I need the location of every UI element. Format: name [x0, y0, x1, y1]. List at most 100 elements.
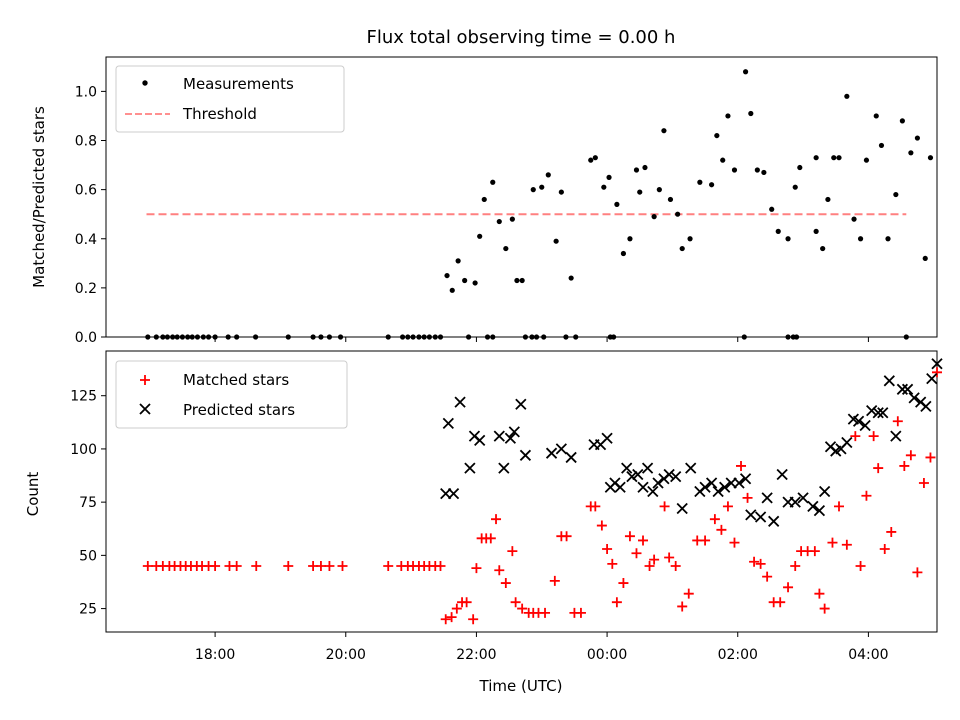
measurement-point	[437, 334, 444, 340]
predicted-star-point	[866, 404, 878, 417]
matched-star-point	[809, 546, 820, 557]
measurement-point	[153, 334, 159, 340]
matched-star-point	[485, 533, 496, 544]
x-tick-label: 20:00	[326, 647, 366, 663]
measurement-point	[145, 334, 151, 340]
x-tick-label: 18:00	[195, 647, 235, 663]
measurement-point	[416, 334, 422, 340]
measurement-point	[490, 334, 496, 340]
measurement-point	[185, 334, 191, 340]
measurement-point	[714, 132, 720, 139]
predicted-star-point	[699, 481, 711, 493]
x-tick-label: 04:00	[848, 647, 888, 663]
measurement-point	[687, 236, 693, 242]
matched-star-point	[918, 477, 929, 488]
measurement-point	[545, 172, 551, 178]
matched-star-point	[755, 558, 766, 569]
measurement-point	[661, 128, 667, 134]
measurement-point	[709, 182, 715, 188]
legend-measurements: Measurements	[183, 75, 294, 93]
top-marks	[145, 69, 934, 340]
measurement-point	[675, 211, 681, 217]
matched-star-point	[142, 561, 153, 572]
predicted-star-point	[647, 485, 659, 498]
bottom-y-axis-label: Count	[24, 472, 42, 517]
matched-star-point	[451, 603, 462, 614]
predicted-star-point	[545, 447, 558, 459]
measurement-point	[481, 196, 487, 203]
x-tick-label: 22:00	[456, 647, 496, 663]
predicted-star-point	[493, 430, 505, 442]
bottom-plot-frame	[105, 350, 938, 633]
matched-star-point	[618, 578, 629, 589]
predicted-star-point	[877, 407, 889, 419]
measurement-point	[563, 334, 569, 340]
measurement-point	[792, 184, 798, 190]
measurement-point	[164, 334, 171, 340]
measurement-point	[385, 334, 391, 340]
measurement-point	[205, 334, 212, 340]
matched-star-point	[700, 535, 711, 546]
predicted-star-point	[637, 481, 649, 493]
measurement-point	[620, 250, 627, 257]
matched-star-point	[638, 535, 649, 546]
measurement-point	[857, 236, 864, 242]
measurement-point	[160, 334, 166, 340]
measurement-point	[885, 236, 891, 242]
measurement-point	[754, 167, 760, 173]
predicted-star-point	[818, 485, 831, 498]
measurement-point	[573, 334, 579, 340]
matched-star-point	[611, 597, 622, 608]
measurement-point	[793, 334, 800, 340]
top-legend: Measurements Threshold	[115, 65, 345, 133]
measurement-point	[519, 277, 525, 284]
matched-star-point	[814, 588, 825, 599]
measurement-point	[651, 214, 657, 220]
matched-star-point	[873, 463, 884, 474]
predicted-star-point	[519, 449, 532, 461]
measurement-point	[553, 238, 559, 244]
bottom-y-axis: 25 50 75 100 125	[70, 389, 106, 618]
predicted-star-point	[676, 502, 688, 515]
measurement-point	[496, 218, 502, 225]
measurement-point	[410, 334, 416, 340]
measurement-point	[592, 155, 598, 161]
measurement-point	[568, 275, 574, 281]
measurement-point	[558, 189, 564, 195]
matched-star-point	[892, 416, 903, 427]
measurement-point	[421, 334, 427, 340]
legend-threshold: Threshold	[182, 105, 257, 123]
x-axis-label: Time (UTC)	[479, 677, 563, 695]
predicted-star-point	[739, 473, 752, 485]
predicted-star-point	[920, 400, 932, 412]
measurement-point	[844, 93, 850, 99]
matched-star-point	[649, 554, 660, 565]
matched-star-point	[383, 561, 394, 572]
predicted-star-point	[614, 481, 626, 493]
bottom-panel: 25 50 75 100 125 18:00 20:00 22:00 00:00 02:00 04…	[24, 350, 943, 695]
matched-star-point	[251, 561, 262, 572]
measurement-point	[914, 135, 921, 141]
measurement-point	[318, 334, 324, 340]
matched-star-point	[507, 546, 518, 557]
matched-star-point	[790, 561, 801, 572]
measurement-point	[813, 155, 819, 161]
measurement-point	[741, 334, 747, 340]
matched-star-point	[841, 539, 852, 550]
measurement-point	[472, 280, 478, 286]
matched-star-point	[494, 565, 505, 576]
measurement-point	[893, 191, 899, 198]
top-plot-frame	[105, 56, 938, 338]
predicted-star-point	[508, 426, 520, 438]
matched-star-point	[827, 537, 838, 548]
measurement-point	[503, 245, 509, 252]
predicted-star-point	[565, 451, 577, 464]
legend-predicted-stars: Predicted stars	[183, 401, 295, 419]
bottom-legend-box	[115, 360, 348, 429]
matched-star-point	[210, 561, 221, 572]
bottom-y-tick-label: 25	[79, 602, 97, 618]
predicted-star-point	[641, 462, 654, 474]
matched-star-point	[315, 561, 326, 572]
measurement-point	[836, 155, 842, 161]
predicted-star-point	[931, 358, 943, 370]
